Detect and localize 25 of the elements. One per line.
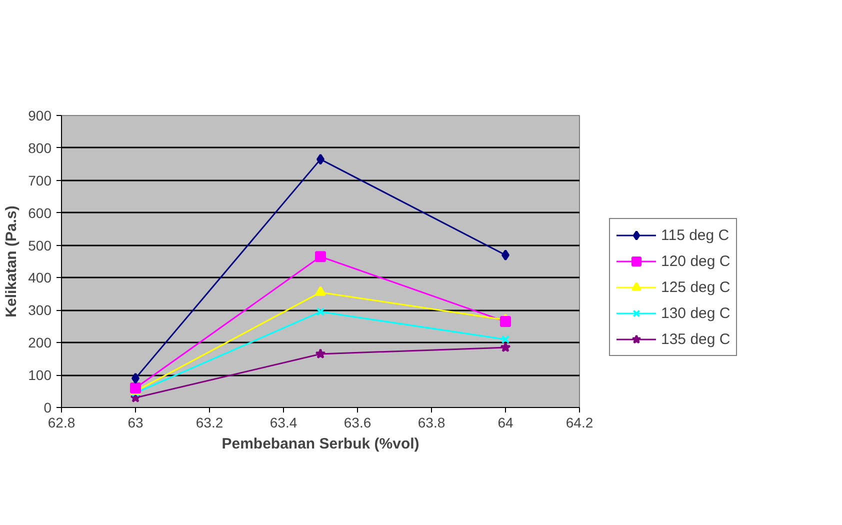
y-tick-label: 500	[28, 237, 52, 254]
y-tick-label: 800	[28, 140, 52, 156]
y-tick-label: 400	[28, 270, 52, 286]
y-tick-label: 700	[28, 172, 52, 188]
legend-label: 135 deg C	[661, 330, 730, 348]
x-tick-label: 63.8	[418, 414, 446, 430]
y-tick-label: 200	[28, 334, 52, 351]
x-tick-label: 64.2	[566, 414, 594, 430]
x-tick-label: 62.8	[48, 414, 76, 430]
x-axis-title: Pembebanan Serbuk (%vol)	[222, 436, 420, 452]
y-axis-title: Kelikatan (Pa.s)	[3, 206, 20, 318]
y-tick-label: 100	[28, 367, 52, 384]
x-tick-label: 64	[498, 414, 514, 430]
legend-label: 125 deg C	[661, 278, 730, 296]
x-tick-label: 63.4	[270, 414, 298, 430]
x-tick-label: 63	[128, 414, 144, 430]
y-tick-label: 300	[28, 302, 52, 318]
legend-label: 115 deg C	[661, 226, 730, 244]
legend-label: 130 deg C	[661, 304, 730, 322]
legend-label: 120 deg C	[661, 252, 730, 270]
x-tick-label: 63.2	[196, 414, 224, 430]
y-tick-label: 0	[44, 400, 52, 416]
x-tick-label: 63.6	[344, 414, 372, 430]
y-tick-label: 600	[28, 204, 52, 221]
y-tick-label: 900	[28, 108, 52, 124]
